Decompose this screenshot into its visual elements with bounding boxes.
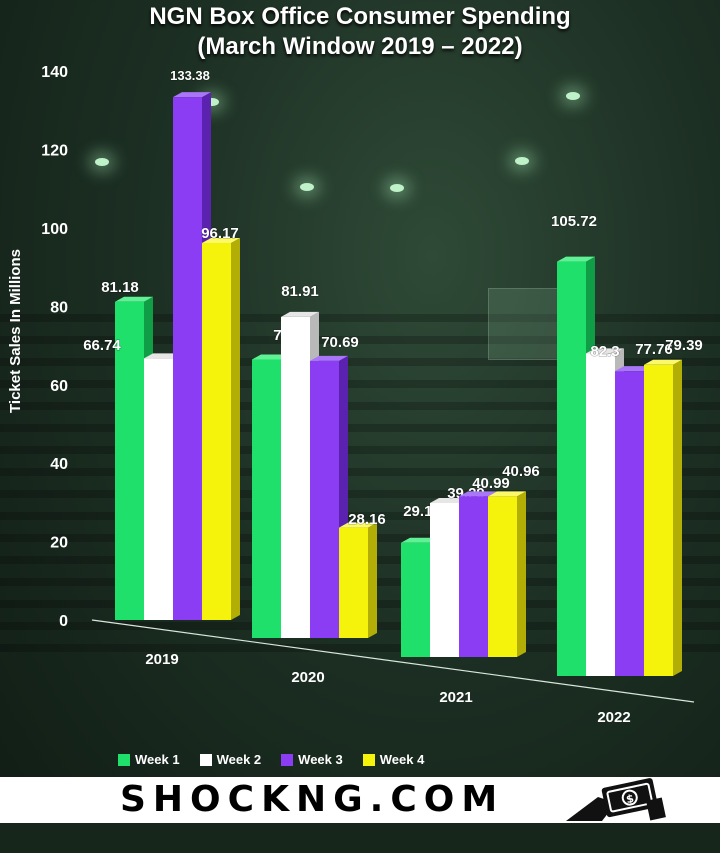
bar-chart: 0 20 40 60 80 100 120 140 Ticket Sales In Millio…: [7, 64, 704, 726]
bar-top: [339, 522, 377, 528]
bar-front: [557, 261, 586, 676]
data-label: 66.74: [83, 337, 121, 354]
bar-2022-week4: [644, 359, 682, 676]
y-tick-label: 60: [50, 378, 68, 395]
bar-top: [644, 359, 682, 365]
chart-title: NGN Box Office Consumer Spending (March …: [0, 2, 720, 62]
bar-front: [115, 301, 144, 620]
ceiling-light: [95, 158, 109, 166]
ceiling-light: [566, 92, 580, 100]
y-tick-label: 20: [50, 535, 68, 552]
legend-label-week3: Week 3: [298, 752, 343, 767]
bar-front: [644, 364, 673, 676]
ceiling-light: [205, 98, 219, 106]
legend-item-week2: Week 2: [199, 752, 262, 767]
bar-front: [430, 502, 459, 657]
bar-top: [252, 354, 290, 360]
bar-side: [368, 522, 377, 638]
bar-top: [173, 92, 211, 98]
bar-front: [252, 359, 281, 638]
bar-2021-week4: [488, 491, 526, 657]
legend-swatch-week4: [362, 753, 375, 766]
bar-front: [202, 243, 231, 620]
bar-front: [310, 360, 339, 638]
bar-front: [144, 358, 173, 620]
x-axis-line: [91, 619, 695, 703]
data-label: 77.76: [635, 341, 673, 358]
exit-door-panel: [488, 288, 560, 360]
bottom-bar: [0, 823, 720, 853]
chart-title-line1: NGN Box Office Consumer Spending: [149, 3, 571, 30]
data-label: 70.69: [321, 334, 359, 351]
y-tick-label: 0: [59, 613, 68, 630]
legend-swatch-week1: [118, 753, 130, 766]
x-tick-label: 2021: [439, 689, 472, 706]
money-hand-icon: $: [566, 778, 666, 821]
bar-side: [517, 491, 526, 657]
y-tick-label: 40: [50, 456, 68, 473]
x-tick-label: 2019: [145, 651, 178, 668]
legend-label-week1: Week 1: [135, 752, 180, 767]
data-label: 81.18: [101, 279, 139, 296]
data-label: 28.16: [348, 511, 386, 528]
bar-side: [673, 359, 682, 676]
data-label: 79.39: [665, 337, 703, 354]
bar-top: [401, 537, 439, 543]
svg-text:$: $: [625, 792, 635, 806]
bar-front: [586, 353, 615, 676]
bar-top: [281, 311, 319, 317]
data-label: 96.17: [201, 225, 239, 242]
bar-2020-week4: [339, 522, 377, 638]
bar-front: [488, 496, 517, 657]
ceiling-light: [300, 183, 314, 191]
bar-top: [586, 348, 624, 354]
bar-2019-week4: [202, 238, 240, 620]
bar-top: [310, 355, 348, 361]
legend-item-week4: Week 4: [362, 752, 425, 767]
bar-top: [144, 353, 182, 359]
y-tick-label: 100: [41, 221, 68, 238]
bar-front: [459, 496, 488, 657]
legend: Week 1 Week 2 Week 3 Week 4: [118, 752, 424, 767]
x-tick-label: 2022: [597, 709, 630, 726]
y-tick-label: 140: [41, 64, 68, 81]
bar-top: [202, 238, 240, 244]
bar-top: [557, 256, 595, 262]
legend-label-week2: Week 2: [216, 752, 262, 767]
brand-banner: SHOCKNG.COM $: [0, 777, 720, 823]
y-tick-label: 80: [50, 299, 68, 316]
bar-top: [115, 296, 153, 302]
data-label: 40.96: [502, 463, 540, 480]
data-label: 105.72: [551, 213, 597, 230]
x-tick-label: 2020: [291, 669, 324, 686]
bar-front: [281, 316, 310, 638]
legend-swatch-week2: [199, 753, 212, 766]
chart-title-line2: (March Window 2019 – 2022): [197, 33, 523, 60]
bar-front: [173, 97, 202, 621]
data-label: 82.3: [590, 343, 619, 360]
ceiling-light: [515, 157, 529, 165]
bar-top: [488, 491, 526, 497]
bar-front: [339, 527, 368, 638]
legend-label-week4: Week 4: [379, 752, 425, 767]
bar-top: [459, 491, 497, 497]
bar-front: [401, 542, 430, 657]
bar-front: [615, 371, 644, 676]
y-tick-label: 120: [41, 143, 68, 160]
bar-top: [430, 497, 468, 503]
ceiling-light: [390, 184, 404, 192]
legend-item-week1: Week 1: [118, 752, 180, 767]
data-label: 81.91: [281, 283, 319, 300]
bar-top: [615, 366, 653, 372]
data-label: 40.99: [472, 475, 510, 492]
legend-swatch-week3: [281, 753, 294, 766]
brand-logo-text: SHOCKNG.COM: [120, 779, 505, 820]
data-label: 133.38: [170, 68, 210, 83]
y-axis-title: Ticket Sales In Millions: [7, 249, 24, 413]
legend-item-week3: Week 3: [281, 752, 343, 767]
bar-side: [231, 238, 240, 620]
